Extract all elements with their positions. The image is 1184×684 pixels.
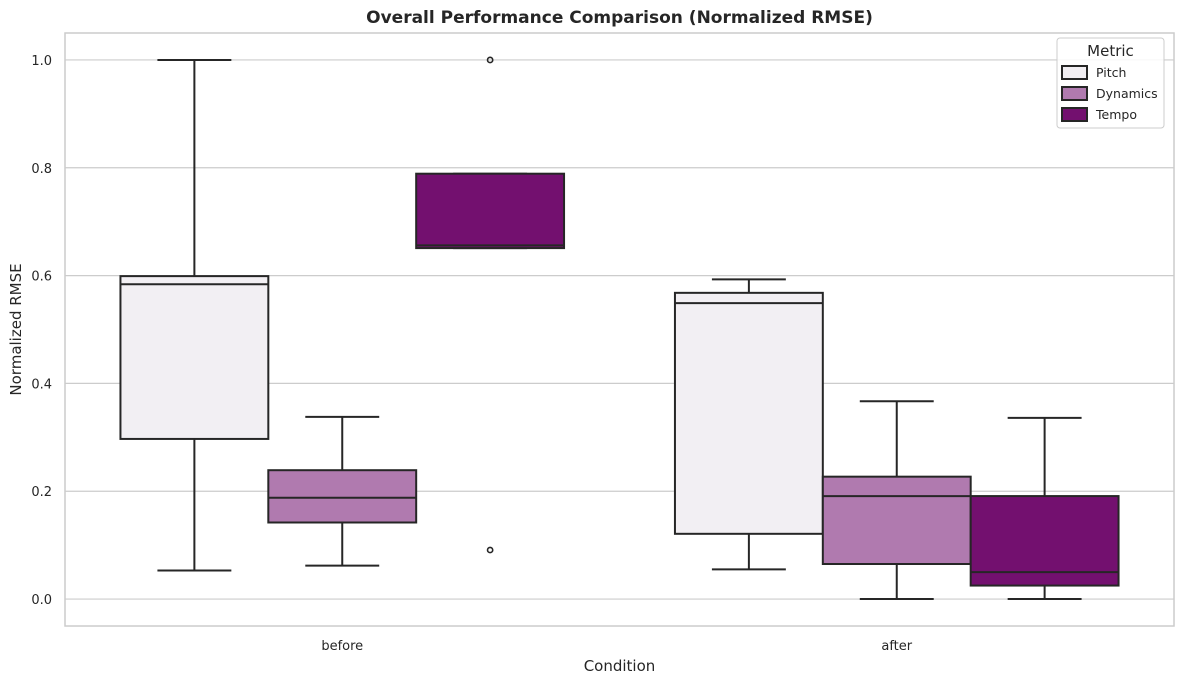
legend-items: Pitch Dynamics Tempo [1061,65,1158,122]
box-layer [119,56,1120,601]
legend-label: Dynamics [1096,86,1158,101]
legend-frame [1056,37,1165,129]
legend-title: Metric [1087,42,1134,60]
legend-item-tempo: Tempo [1061,107,1137,122]
box-body [821,475,972,566]
box-body [415,172,566,250]
box-body [119,275,270,440]
legend-label: Pitch [1096,65,1126,80]
y-tick-label: 0.0 [31,593,52,608]
box-tempo-after [969,416,1120,601]
y-axis-label: Normalized RMSE [7,263,25,395]
box-tempo-before [415,56,566,554]
box-body [267,469,418,524]
y-tick-label: 0.2 [31,485,52,500]
legend-swatch [1061,65,1088,80]
box-body [673,291,824,535]
x-tick-label: before [321,639,363,654]
legend: Metric Pitch Dynamics Tempo [1056,37,1165,129]
y-tick-label: 0.4 [31,377,52,392]
outlier-point [486,546,494,554]
box-pitch-after [673,278,824,571]
box-body [969,495,1120,587]
plot-frame [64,32,1175,627]
box-dynamics-after [821,400,972,601]
legend-item-pitch: Pitch [1061,65,1126,80]
legend-label: Tempo [1095,107,1137,122]
y-tick-label: 1.0 [31,54,52,69]
box-pitch-before [119,58,270,572]
x-axis-label: Condition [584,657,656,675]
y-tick-label: 0.6 [31,270,52,285]
legend-item-dynamics: Dynamics [1061,86,1158,101]
legend-swatch [1061,107,1088,122]
outlier-point [486,56,494,64]
chart-title: Overall Performance Comparison (Normaliz… [366,8,873,28]
y-tick-label: 0.8 [31,162,52,177]
x-tick-label: after [881,639,912,654]
tick-layer: 0.0 0.2 0.4 0.6 0.8 1.0 before after [31,54,912,654]
legend-swatch [1061,86,1088,101]
box-dynamics-before [267,415,418,567]
